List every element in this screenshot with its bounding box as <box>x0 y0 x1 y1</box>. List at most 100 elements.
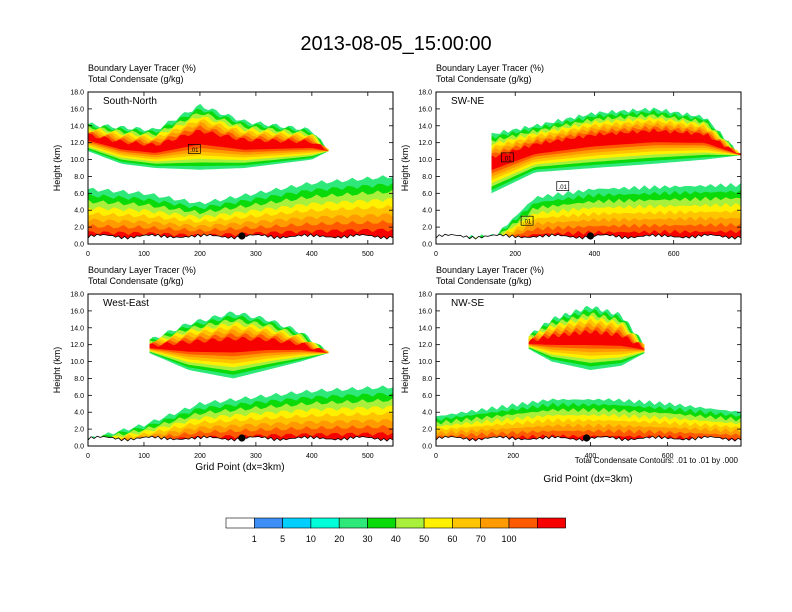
colorbar-label: 10 <box>306 534 316 544</box>
colorbar-label: 40 <box>391 534 401 544</box>
y-tick-label: 14.0 <box>70 325 84 332</box>
y-axis-label: Height (km) <box>52 347 62 394</box>
contour-label: .01 <box>190 148 199 154</box>
plot-frame <box>435 91 742 245</box>
panel-subtitle: Total Condensate (g/kg) <box>436 276 532 286</box>
y-tick-label: 16.0 <box>70 308 84 315</box>
location-marker <box>582 434 591 442</box>
y-tick-label: 18.0 <box>418 292 432 299</box>
plot-area <box>88 294 393 446</box>
panel-label: West-East <box>103 298 149 309</box>
panel-label: South-North <box>103 96 157 107</box>
x-tick-label: 600 <box>668 251 680 258</box>
y-tick-label: 16.0 <box>418 308 432 315</box>
x-tick-label: 100 <box>138 453 150 460</box>
panel-nw-se: Boundary Layer Tracer (%) Total Condensa… <box>400 265 742 485</box>
plot-area <box>436 92 741 244</box>
panel-title: Boundary Layer Tracer (%) <box>88 265 196 275</box>
panel-title: Boundary Layer Tracer (%) <box>88 63 196 73</box>
colorbar-swatch <box>282 517 312 529</box>
y-tick-label: 4.0 <box>74 208 84 215</box>
y-tick-label: 14.0 <box>418 123 432 130</box>
y-tick-label: 6.0 <box>74 191 84 198</box>
y-tick-label: 12.0 <box>70 140 84 147</box>
x-axis-label: Grid Point (dx=3km) <box>543 474 632 485</box>
colorbar-swatch <box>508 517 538 529</box>
contour-label: .01 <box>503 156 512 162</box>
x-tick-label: 400 <box>306 453 318 460</box>
colorbar-label: 30 <box>362 534 372 544</box>
y-tick-label: 18.0 <box>70 292 84 299</box>
panel-south-north: Boundary Layer Tracer (%) Total Condensa… <box>52 63 394 258</box>
colorbar-swatch <box>480 517 510 529</box>
colorbar-swatch <box>395 517 425 529</box>
colorbar-swatch <box>367 517 397 529</box>
heatmap-band-upper-7 <box>149 336 329 354</box>
location-marker <box>238 232 246 240</box>
colorbar-label: 100 <box>501 534 516 544</box>
y-tick-label: 0.0 <box>74 242 84 249</box>
colorbar-label: 1 <box>252 534 257 544</box>
y-tick-label: 14.0 <box>70 123 84 130</box>
location-marker <box>586 232 595 240</box>
x-tick-label: 400 <box>589 251 601 258</box>
heatmap-band-upper-7 <box>88 129 329 153</box>
y-tick-label: 12.0 <box>70 342 84 349</box>
contour-label-box <box>187 144 201 154</box>
x-tick-label: 0 <box>86 453 90 460</box>
plot-area <box>88 92 393 244</box>
contour-label-box <box>520 215 534 226</box>
plot-frame <box>87 91 394 245</box>
contour-label: .01 <box>523 220 532 226</box>
panel-title: Boundary Layer Tracer (%) <box>436 265 544 275</box>
x-tick-label: 200 <box>507 453 519 460</box>
location-marker <box>238 434 246 442</box>
y-tick-label: 18.0 <box>70 90 84 97</box>
contour-label-box <box>500 152 514 163</box>
x-tick-label: 0 <box>86 251 90 258</box>
colorbar-swatch <box>254 517 283 529</box>
plot-frame <box>87 293 394 447</box>
y-tick-label: 8.0 <box>422 174 432 181</box>
x-tick-label: 0 <box>434 251 438 258</box>
plot-frame <box>435 293 742 447</box>
y-tick-label: 8.0 <box>422 376 432 383</box>
x-axis-label: Grid Point (dx=3km) <box>195 462 284 473</box>
y-axis-label: Height (km) <box>52 145 62 192</box>
y-tick-label: 2.0 <box>422 427 432 434</box>
y-tick-label: 0.0 <box>422 444 432 451</box>
y-tick-label: 0.0 <box>74 444 84 451</box>
y-tick-label: 10.0 <box>70 157 84 164</box>
panel-subtitle: Total Condensate (g/kg) <box>88 74 184 84</box>
y-tick-label: 12.0 <box>418 342 432 349</box>
contour-label: .01 <box>559 185 568 191</box>
x-tick-label: 300 <box>250 251 262 258</box>
y-tick-label: 4.0 <box>422 410 432 417</box>
colorbar-swatch <box>536 517 566 529</box>
colorbar-swatch <box>423 517 453 529</box>
y-tick-label: 14.0 <box>418 325 432 332</box>
x-tick-label: 200 <box>509 251 521 258</box>
y-tick-label: 2.0 <box>74 225 84 232</box>
y-tick-label: 8.0 <box>74 174 84 181</box>
panel-title: Boundary Layer Tracer (%) <box>436 63 544 73</box>
y-tick-label: 4.0 <box>422 208 432 215</box>
colorbar-swatch <box>310 517 340 529</box>
panel-sw-ne: Boundary Layer Tracer (%) Total Condensa… <box>400 63 742 258</box>
y-axis-label: Height (km) <box>400 145 410 192</box>
y-tick-label: 8.0 <box>74 376 84 383</box>
y-tick-label: 4.0 <box>74 410 84 417</box>
x-tick-label: 200 <box>194 251 206 258</box>
y-tick-label: 12.0 <box>418 140 432 147</box>
y-tick-label: 16.0 <box>418 106 432 113</box>
heatmap-band-upper-7 <box>528 330 645 350</box>
panel-label: NW-SE <box>451 298 484 309</box>
figure-title: 2013-08-05_15:00:00 <box>300 33 491 55</box>
colorbar-label: 20 <box>334 534 344 544</box>
x-tick-label: 200 <box>194 453 206 460</box>
y-tick-label: 2.0 <box>74 427 84 434</box>
colorbar-label: 50 <box>419 534 429 544</box>
colorbar: 1 5 10 20 30 40 50 60 70 100 <box>225 517 566 544</box>
y-tick-label: 10.0 <box>418 157 432 164</box>
